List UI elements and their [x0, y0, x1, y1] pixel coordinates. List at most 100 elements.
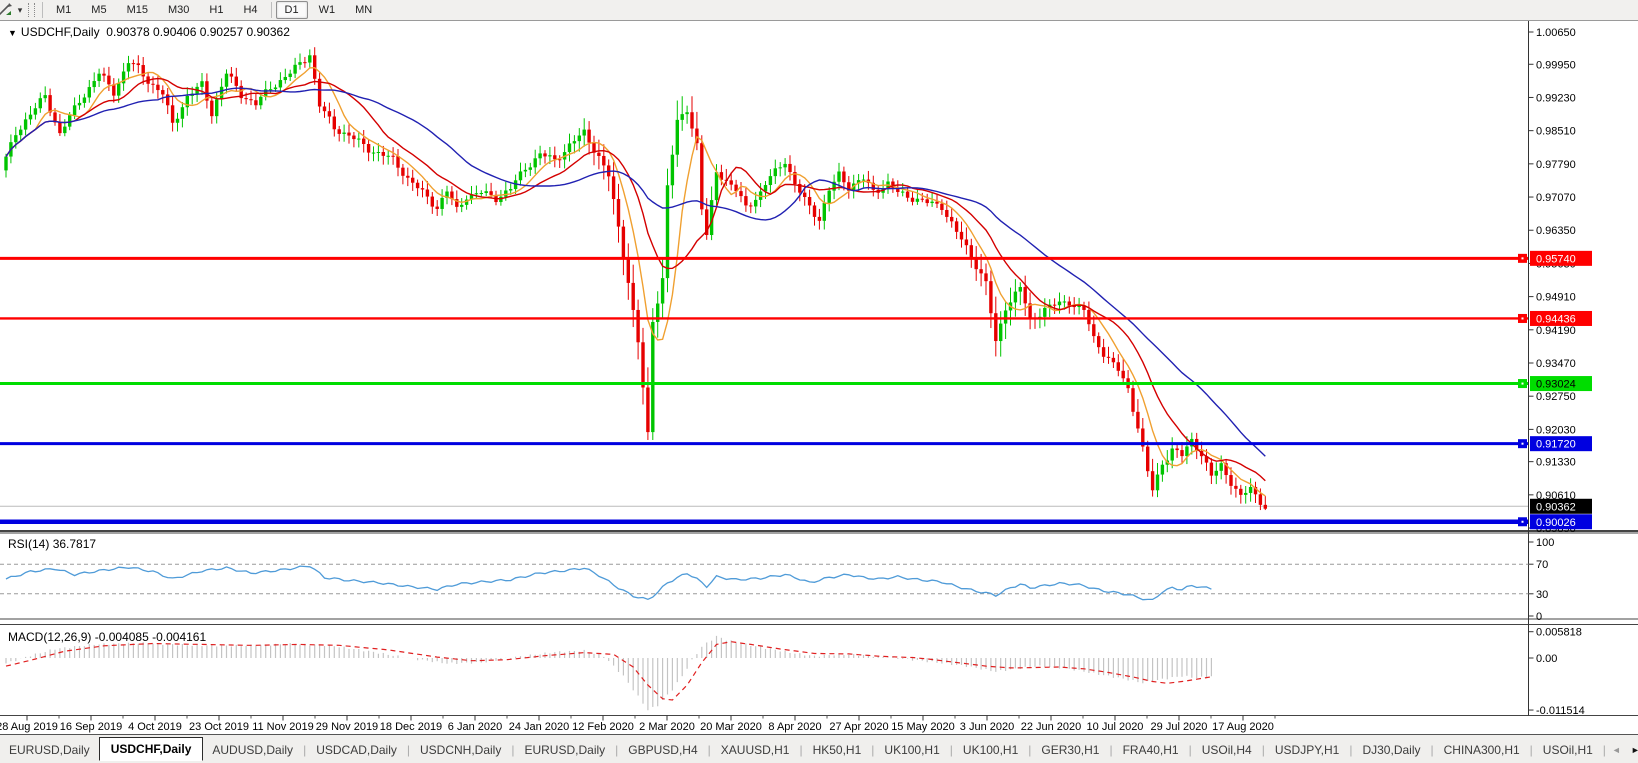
axis-price-label-box — [1530, 436, 1592, 452]
bear-candle — [636, 309, 640, 343]
rsi-tick-label: 70 — [1536, 559, 1548, 571]
bull-candle — [278, 80, 283, 88]
axis-price-label: 0.90362 — [1536, 501, 1576, 513]
bear-candle — [1097, 336, 1101, 348]
chart-tab-bar: EURUSD,Daily USDCHF,Daily AUDUSD,Daily | USD… — [0, 734, 1638, 763]
crosshair-pointer-glyph — [0, 3, 12, 16]
timeframe-button-H4[interactable]: H4 — [243, 4, 258, 16]
bear-candle — [1067, 301, 1071, 306]
bear-candle — [362, 138, 366, 145]
tab-separator: | — [1529, 742, 1533, 757]
bear-candle — [744, 196, 748, 206]
chart-tab-UK100-H1[interactable]: UK100,H1 — [884, 742, 940, 757]
bull-candle — [63, 126, 67, 134]
tab-separator: | — [1430, 742, 1434, 757]
bull-candle — [224, 73, 229, 87]
date-tick-label: 16 Sep 2019 — [60, 721, 122, 733]
timeframe-button-W1[interactable]: W1 — [318, 4, 336, 16]
bull-candle — [837, 171, 841, 182]
bear-candle — [112, 84, 116, 96]
bear-candle — [141, 65, 145, 77]
timeframe-button-D1[interactable]: D1 — [275, 1, 308, 19]
chart-tab-UK100-H1[interactable]: UK100,H1 — [962, 742, 1019, 757]
timeframe-button-H1[interactable]: H1 — [209, 4, 224, 16]
timeframe-button-MN[interactable]: MN — [355, 4, 373, 16]
toolbar-separator — [270, 2, 272, 18]
chart-canvas[interactable]: 1.00650 0.99950 0.99230 0.98510 0.97790 0.970… — [0, 21, 1638, 734]
chart-tab-EURUSD-Daily[interactable]: EURUSD,Daily — [9, 742, 90, 757]
bear-candle — [935, 201, 939, 204]
price-tick-label: 0.93470 — [1536, 358, 1576, 370]
bear-candle — [616, 199, 621, 227]
date-tick-label: 10 Jul 2020 — [1087, 721, 1144, 733]
toolbar-grip-handle[interactable] — [28, 3, 35, 17]
bear-candle — [430, 196, 434, 207]
bull-candle — [1013, 291, 1018, 303]
chart-tab-AUDUSD-Daily[interactable]: AUDUSD,Daily — [212, 742, 294, 757]
chart-tab-GBPUSD-H4[interactable]: GBPUSD,H4 — [628, 742, 698, 757]
bull-candle — [1185, 446, 1189, 457]
timeframe-button-M5[interactable]: M5 — [91, 4, 107, 16]
bear-candle — [690, 112, 694, 129]
bull-candle — [43, 95, 47, 99]
price-tick-label: 0.92030 — [1536, 424, 1576, 436]
tab-scroll-left-icon[interactable]: ◄ — [1611, 744, 1621, 755]
pointer-dropdown-caret-icon[interactable]: ▾ — [17, 4, 23, 15]
bear-candle — [1092, 324, 1096, 337]
bull-candle — [19, 129, 23, 136]
bull-candle — [293, 64, 297, 74]
bear-candle — [205, 81, 209, 101]
bull-candle — [259, 96, 263, 106]
chart-tab-DJ30-Daily[interactable]: DJ30,Daily — [1362, 742, 1421, 757]
bear-candle — [602, 155, 606, 166]
bear-candle — [920, 198, 924, 200]
chart-tab-USDJPY-H1[interactable]: USDJPY,H1 — [1274, 742, 1340, 757]
bull-candle — [200, 81, 204, 87]
date-tick-label: 27 Apr 2020 — [829, 721, 888, 733]
price-tick-label: 0.96350 — [1536, 225, 1576, 237]
bull-candle — [827, 190, 831, 203]
chart-tab-USDCHF-Daily[interactable]: USDCHF,Daily — [98, 736, 204, 761]
bear-candle — [1131, 388, 1135, 412]
bull-candle — [273, 87, 278, 90]
bear-candle — [940, 203, 944, 210]
chart-tab-CHINA300-H1[interactable]: CHINA300,H1 — [1443, 742, 1520, 757]
bear-candle — [391, 155, 395, 157]
bear-candle — [641, 342, 645, 388]
timeframe-button-M30[interactable]: M30 — [167, 4, 190, 16]
bull-candle — [1155, 474, 1160, 491]
crosshair-pointer-icon[interactable] — [0, 1, 14, 19]
chart-tab-EURUSD-Daily[interactable]: EURUSD,Daily — [524, 742, 606, 757]
bear-candle — [812, 205, 817, 217]
tab-scroll-right-icon[interactable]: ► — [1630, 744, 1638, 755]
price-tick-label: 0.92750 — [1536, 391, 1576, 403]
price-tick-label: 0.98510 — [1536, 126, 1576, 138]
chart-tab-USDCAD-Daily[interactable]: USDCAD,Daily — [316, 742, 397, 757]
rsi-tick-label: 0 — [1536, 611, 1542, 623]
bull-candle — [915, 198, 920, 202]
chart-tab-XAUUSD-H1[interactable]: XAUUSD,H1 — [720, 742, 790, 757]
bear-candle — [700, 143, 704, 210]
chart-tab-FRA40-H1[interactable]: FRA40,H1 — [1122, 742, 1179, 757]
bull-candle — [92, 81, 96, 88]
chart-tab-HK50-H1[interactable]: HK50,H1 — [812, 742, 862, 757]
chart-tab-GER30-H1[interactable]: GER30,H1 — [1041, 742, 1100, 757]
bear-candle — [1106, 356, 1111, 358]
timeframe-button-M15[interactable]: M15 — [126, 4, 148, 16]
chart-tab-USOil-H4[interactable]: USOil,H4 — [1201, 742, 1252, 757]
bear-candle — [984, 273, 988, 282]
chart-tab-USDCNH-Daily[interactable]: USDCNH,Daily — [420, 742, 502, 757]
bull-candle — [1057, 301, 1062, 306]
tab-separator: | — [615, 742, 619, 757]
bull-candle — [87, 87, 91, 98]
symbol-dropdown-icon[interactable]: ▼ — [8, 28, 17, 38]
bear-candle — [896, 187, 900, 193]
chart-tab-USOil-H1[interactable]: USOil,H1 — [1542, 742, 1593, 757]
chart-area[interactable]: ▼ USDCHF,Daily 0.90378 0.90406 0.90257 0.… — [0, 21, 1638, 734]
timeframe-button-M1[interactable]: M1 — [56, 4, 72, 16]
price-tick-label: 0.99950 — [1536, 59, 1576, 71]
bull-candle — [523, 169, 528, 172]
bear-candle — [131, 63, 136, 65]
axis-price-label: 0.93024 — [1536, 379, 1576, 391]
bull-candle — [1170, 448, 1174, 461]
